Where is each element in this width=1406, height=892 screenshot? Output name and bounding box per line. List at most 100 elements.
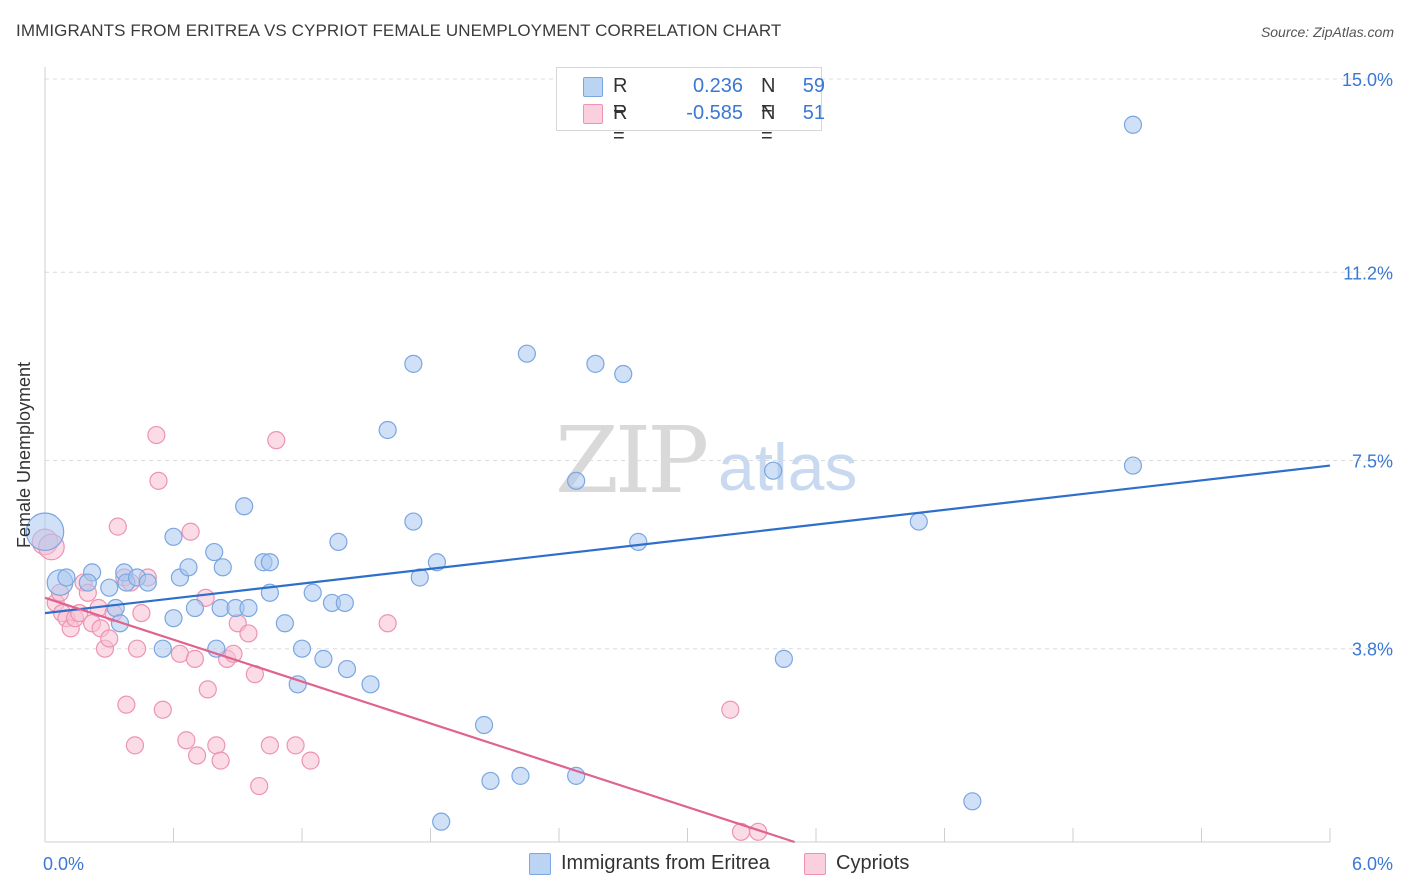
eritrea-point xyxy=(303,583,322,602)
eritrea-point xyxy=(629,532,648,551)
eritrea-point xyxy=(153,639,172,658)
cypriots-point xyxy=(378,614,397,633)
legend-swatch-pink xyxy=(583,104,603,124)
eritrea-point xyxy=(764,461,783,480)
eritrea-point xyxy=(511,766,530,785)
eritrea-point xyxy=(235,497,254,516)
eritrea-point xyxy=(614,364,633,384)
eritrea-point xyxy=(57,568,76,587)
eritrea-point xyxy=(164,527,183,546)
eritrea-point xyxy=(185,598,205,618)
legend-n-label: N = xyxy=(761,75,776,120)
eritrea-point xyxy=(586,354,605,373)
cypriots-point xyxy=(177,731,196,750)
chart-title: IMMIGRANTS FROM ERITREA VS CYPRIOT FEMAL… xyxy=(16,21,782,40)
eritrea-point xyxy=(239,598,258,618)
eritrea-points xyxy=(25,115,1143,831)
eritrea-point xyxy=(361,675,380,694)
eritrea-point xyxy=(567,471,586,490)
y-tick-label: 7.5% xyxy=(1352,452,1393,472)
eritrea-point xyxy=(378,420,397,440)
eritrea-point xyxy=(337,659,357,679)
cypriots-point xyxy=(153,700,172,719)
trend-lines xyxy=(44,464,1331,844)
watermark-zip: ZIP xyxy=(555,407,706,514)
cypriots-point xyxy=(267,431,286,450)
eritrea-point xyxy=(1123,115,1143,134)
eritrea-point xyxy=(474,715,494,735)
legend-n-value: 51 xyxy=(802,102,825,124)
cypriots-point xyxy=(721,700,740,719)
cypriots-point xyxy=(207,736,226,755)
cypriots-point xyxy=(239,624,258,643)
eritrea-point xyxy=(404,354,423,373)
eritrea-point xyxy=(404,512,423,531)
eritrea-point xyxy=(517,344,536,363)
eritrea-point xyxy=(260,553,279,572)
eritrea-point xyxy=(25,512,65,552)
cypriots-point xyxy=(187,746,207,765)
cypriots-point xyxy=(127,639,147,658)
cypriots-point xyxy=(100,629,119,648)
cypriots-point xyxy=(108,517,127,536)
eritrea-point xyxy=(432,812,451,831)
legend-r-label: R = xyxy=(613,75,628,120)
cypriots-point xyxy=(185,649,205,668)
eritrea-point xyxy=(1123,456,1143,475)
y-tick-label: 11.2% xyxy=(1343,263,1393,283)
eritrea-point xyxy=(106,598,125,618)
cypriots-point xyxy=(117,695,136,714)
correlation-legend: R = 0.236 N = 59 R = -0.585 N = 51 xyxy=(556,67,825,147)
bottom-legend-label: Immigrants from Eritrea xyxy=(561,852,770,874)
cypriots-point xyxy=(147,425,166,445)
source-credit: Source: ZipAtlas.com xyxy=(1260,24,1394,40)
eritrea-point xyxy=(288,675,307,694)
cypriots-point xyxy=(250,776,269,796)
eritrea-point xyxy=(213,558,232,577)
eritrea-point xyxy=(164,609,183,628)
eritrea-point xyxy=(909,512,928,531)
eritrea-point xyxy=(774,649,793,668)
legend-r-label: R = xyxy=(613,102,628,147)
cypriots-point xyxy=(198,680,217,699)
eritrea-point xyxy=(335,593,354,613)
x-tick-label: 6.0% xyxy=(1352,854,1393,874)
eritrea-point xyxy=(205,542,224,562)
eritrea-point xyxy=(963,792,982,811)
cypriots-point xyxy=(301,751,320,770)
cypriots-point xyxy=(260,736,279,755)
eritrea-point xyxy=(138,573,157,592)
eritrea-trendline xyxy=(44,464,1331,615)
y-axis-label: Female Unemployment xyxy=(14,361,34,549)
eritrea-point xyxy=(329,532,348,551)
cypriots-point xyxy=(286,736,305,755)
eritrea-point xyxy=(78,573,97,592)
eritrea-point xyxy=(427,553,447,572)
legend-r-value: -0.585 xyxy=(686,102,743,124)
legend-swatch-blue xyxy=(583,77,603,97)
cypriots-point xyxy=(132,603,151,623)
legend-n-value: 59 xyxy=(802,75,825,97)
eritrea-point xyxy=(314,649,333,668)
tick-labels: 3.8% 7.5% 11.2% 15.0% 0.0% 6.0% xyxy=(43,70,1393,874)
watermark-atlas: atlas xyxy=(718,430,857,504)
grid-lines xyxy=(45,78,1392,650)
legend-n-label: N = xyxy=(761,102,776,147)
watermark: ZIP atlas xyxy=(555,407,857,514)
eritrea-point xyxy=(179,558,198,577)
bottom-legend-swatch-pink xyxy=(804,853,826,875)
cypriots-trendline xyxy=(44,596,795,844)
x-tick-label: 0.0% xyxy=(43,854,84,874)
eritrea-point xyxy=(100,578,119,597)
y-tick-label: 15.0% xyxy=(1342,70,1393,90)
eritrea-point xyxy=(292,639,312,658)
axes xyxy=(44,67,1331,843)
cypriots-point xyxy=(181,522,200,541)
y-tick-label: 3.8% xyxy=(1352,640,1393,660)
cypriots-point xyxy=(149,471,168,490)
bottom-legend-label: Cypriots xyxy=(836,852,910,874)
bottom-legend-swatch-blue xyxy=(529,853,551,875)
cypriots-point xyxy=(211,751,230,770)
eritrea-point xyxy=(481,771,500,791)
